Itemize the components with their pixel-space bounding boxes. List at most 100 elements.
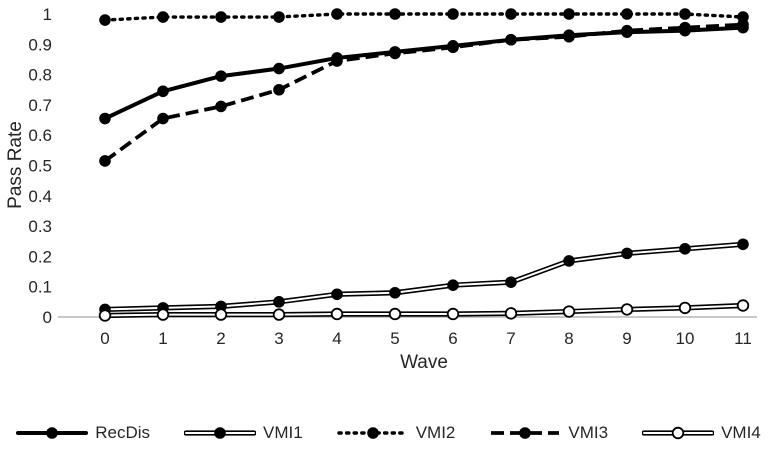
y-tick-label: 0.1 [28, 278, 52, 297]
series-marker-vmi2 [331, 8, 343, 20]
x-axis-title: Wave [400, 352, 448, 373]
series-marker-vmi3 [519, 427, 532, 439]
series-marker-vmi3 [621, 24, 633, 37]
series-marker-recdis [215, 70, 227, 82]
series-marker-vmi3 [331, 55, 343, 67]
series-marker-vmi2 [157, 11, 169, 23]
x-tick-label: 0 [100, 329, 109, 348]
series-line-recdis [103, 25, 745, 121]
series-marker-vmi3 [505, 33, 517, 46]
y-tick-label: 0.3 [28, 217, 52, 236]
series-marker-vmi3 [99, 155, 111, 167]
legend-line-sample [491, 427, 560, 439]
series-marker-vmi2 [563, 8, 575, 20]
series-marker-vmi2 [505, 8, 517, 20]
x-tick-label: 6 [448, 329, 457, 348]
series-marker-vmi3 [737, 18, 749, 31]
series-marker-vmi2 [273, 11, 285, 23]
series-line-vmi4 [104, 304, 744, 317]
series-marker-vmi4 [388, 307, 402, 321]
series-marker-recdis [273, 62, 285, 75]
series-marker-vmi1 [505, 276, 517, 288]
series-marker-vmi4 [98, 309, 112, 322]
y-tick-label: 0.8 [28, 66, 52, 85]
series-marker-vmi3 [157, 112, 169, 125]
series-marker-vmi3 [563, 30, 575, 43]
legend-item-vmi4[interactable]: VMI4 [642, 422, 761, 444]
series-marker-vmi4 [671, 426, 685, 440]
series-marker-vmi2 [389, 8, 401, 20]
series-marker-vmi4 [330, 307, 344, 321]
series-marker-vmi2 [99, 14, 111, 26]
series-line-vmi3 [103, 22, 744, 163]
series-marker-vmi3 [447, 41, 459, 54]
series-marker-vmi2 [366, 427, 379, 439]
legend-line-sample [16, 427, 89, 439]
series-marker-vmi4 [620, 303, 634, 316]
series-marker-vmi4 [736, 299, 750, 312]
series-marker-vmi3 [215, 100, 227, 113]
series-marker-vmi1 [737, 238, 749, 251]
series-line-vmi1 [102, 241, 746, 313]
series-marker-recdis [46, 427, 59, 439]
x-tick-label: 11 [734, 329, 752, 348]
series-marker-vmi4 [562, 305, 576, 318]
legend-label: VMI4 [721, 423, 761, 442]
y-tick-label: 0.7 [28, 96, 52, 115]
x-tick-label: 8 [564, 329, 573, 348]
series-marker-vmi1 [621, 247, 633, 260]
x-tick-label: 9 [622, 329, 631, 348]
series-marker-vmi3 [273, 83, 285, 96]
y-tick-label: 0.2 [28, 247, 52, 266]
legend-item-vmi1[interactable]: VMI1 [184, 422, 303, 444]
legend-line-sample [184, 427, 257, 439]
series-marker-vmi1 [273, 296, 285, 308]
series-line-vmi2 [103, 12, 745, 22]
series-marker-recdis [99, 112, 111, 125]
chart-plot-area: 00.10.20.30.40.50.60.70.80.910 1 2 3 4 5 6 7 8 9 1… [28, 5, 757, 348]
y-tick-label: 0.5 [28, 157, 52, 176]
series-marker-vmi1 [389, 286, 401, 299]
series-marker-vmi1 [679, 243, 691, 255]
y-axis-title: Pass Rate [5, 121, 26, 209]
x-tick-label: 5 [390, 329, 399, 348]
chart-legend: RecDis VMI1 VMI2 VMI3 VMI4 [0, 422, 777, 444]
legend-label: VMI2 [415, 423, 456, 442]
legend-item-recdis[interactable]: RecDis [16, 422, 150, 444]
y-tick-label: 1 [43, 5, 52, 24]
series-marker-vmi2 [621, 8, 633, 20]
legend-label: VMI3 [568, 423, 609, 442]
series-marker-vmi4 [272, 308, 286, 321]
legend-item-vmi2[interactable]: VMI2 [337, 422, 456, 444]
series-marker-vmi4 [504, 307, 518, 320]
y-tick-label: 0.4 [28, 187, 52, 206]
x-tick-label: 1 [158, 329, 167, 348]
series-marker-vmi2 [447, 8, 459, 20]
series-marker-vmi2 [679, 8, 691, 20]
series-marker-vmi4 [214, 308, 228, 321]
x-tick-label: 10 [676, 329, 695, 348]
x-tick-label: 2 [216, 329, 225, 348]
legend-item-vmi3[interactable]: VMI3 [489, 422, 608, 444]
x-tick-label: 4 [332, 329, 341, 348]
y-tick-label: 0.9 [28, 35, 52, 54]
series-line-vmi1 [104, 243, 744, 311]
series-marker-recdis [157, 85, 169, 98]
legend-label: RecDis [95, 423, 151, 442]
legend-line-sample [642, 426, 715, 440]
series-marker-vmi4 [446, 307, 460, 321]
series-marker-vmi1 [563, 255, 575, 267]
y-tick-label: 0 [43, 308, 52, 327]
series-marker-vmi4 [156, 308, 170, 321]
x-tick-label: 7 [506, 329, 515, 348]
series-marker-vmi1 [214, 427, 226, 439]
series-marker-vmi1 [447, 279, 459, 291]
y-tick-label: 0.6 [28, 126, 52, 145]
x-tick-label: 3 [274, 329, 283, 348]
series-marker-vmi3 [679, 21, 691, 34]
series-marker-vmi3 [389, 47, 401, 60]
legend-label: VMI1 [263, 423, 303, 442]
series-marker-vmi2 [215, 11, 227, 23]
series-marker-vmi1 [331, 288, 343, 301]
